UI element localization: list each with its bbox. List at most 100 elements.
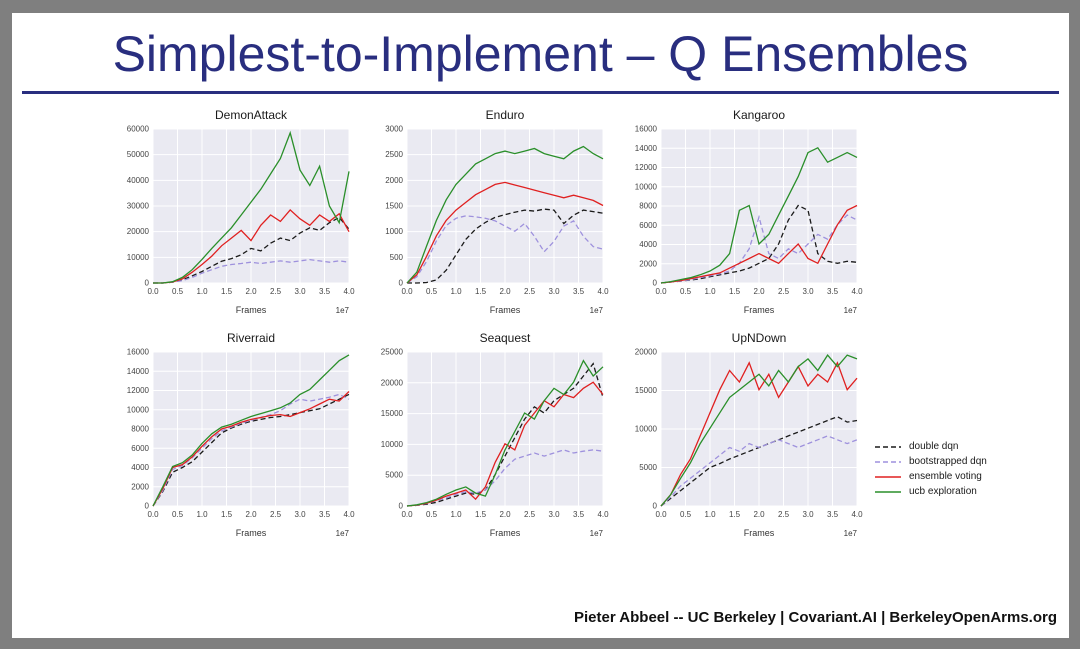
x-axis-unit: 1e7 — [336, 529, 350, 538]
legend-line-bootstrapped-dqn-icon — [875, 461, 901, 463]
svg-text:5000: 5000 — [639, 463, 657, 472]
legend-label: ensemble voting — [909, 471, 982, 482]
series-bootstrapped-dqn — [406, 215, 604, 284]
svg-text:0.5: 0.5 — [426, 510, 438, 519]
svg-text:8000: 8000 — [639, 202, 657, 211]
svg-text:0: 0 — [399, 279, 404, 288]
svg-text:1.5: 1.5 — [221, 287, 233, 296]
chart-canvas-upndown: 0.0 0.5 1.0 1.5 2.0 2.5 3.0 3.5 4.0 0 5000 10000 150… — [615, 346, 865, 546]
svg-text:4.0: 4.0 — [343, 287, 355, 296]
chart-enduro: Enduro 0.0 0.5 1.0 1.5 2.0 2.5 3.0 3.5 4.0 0 500 10… — [361, 108, 611, 323]
svg-text:10000: 10000 — [635, 425, 658, 434]
chart-title-riverraid: Riverraid — [226, 331, 275, 345]
series-ensemble-voting — [660, 361, 858, 507]
svg-text:0.0: 0.0 — [655, 287, 667, 296]
series-ucb-exploration — [406, 359, 604, 507]
svg-text:50000: 50000 — [127, 150, 150, 159]
svg-text:12000: 12000 — [635, 163, 658, 172]
svg-text:2.5: 2.5 — [270, 510, 282, 519]
x-axis-label: Frames — [744, 528, 775, 538]
svg-text:0.0: 0.0 — [401, 287, 413, 296]
plot-kangaroo: 0.0 0.5 1.0 1.5 2.0 2.5 3.0 3.5 4.0 0 2000 4000 6000… — [635, 125, 863, 316]
svg-text:2.5: 2.5 — [778, 510, 790, 519]
svg-text:0: 0 — [653, 279, 658, 288]
svg-text:6000: 6000 — [639, 221, 657, 230]
svg-text:2.5: 2.5 — [524, 510, 536, 519]
svg-text:3.5: 3.5 — [573, 510, 585, 519]
chart-title-upndown: UpNDown — [731, 331, 787, 345]
svg-text:10000: 10000 — [127, 253, 150, 262]
svg-text:1.5: 1.5 — [221, 510, 233, 519]
series-ucb-exploration — [152, 354, 350, 507]
svg-text:1.0: 1.0 — [450, 287, 462, 296]
x-axis-unit: 1e7 — [844, 306, 858, 315]
chart-title-demonattack: DemonAttack — [214, 108, 288, 122]
x-axis-unit: 1e7 — [844, 529, 858, 538]
svg-text:0.5: 0.5 — [172, 287, 184, 296]
svg-text:0.0: 0.0 — [147, 287, 159, 296]
svg-text:15000: 15000 — [635, 386, 658, 395]
legend-item-double-dqn: double dqn — [874, 441, 1044, 453]
svg-text:6000: 6000 — [131, 444, 149, 453]
svg-text:20000: 20000 — [381, 378, 404, 387]
series-ensemble-voting — [152, 391, 350, 507]
svg-text:4000: 4000 — [639, 240, 657, 249]
series-ucb-exploration — [153, 130, 350, 284]
x-axis-label: Frames — [744, 305, 775, 315]
svg-text:14000: 14000 — [127, 367, 150, 376]
svg-text:3.0: 3.0 — [802, 287, 814, 296]
svg-text:2.5: 2.5 — [270, 287, 282, 296]
title-rule — [22, 91, 1059, 94]
series-ucb-exploration — [660, 354, 858, 507]
legend-item-ensemble-voting: ensemble voting — [874, 471, 1044, 483]
chart-demonattack: DemonAttack 0.0 0.5 1.0 1.5 2.0 2.5 3.0 3.5 4.0 0… — [107, 108, 357, 323]
legend-label: ucb exploration — [909, 486, 977, 497]
svg-text:3.5: 3.5 — [573, 287, 585, 296]
svg-text:15000: 15000 — [381, 409, 404, 418]
svg-text:4.0: 4.0 — [851, 510, 863, 519]
plot-demonattack: 0.0 0.5 1.0 1.5 2.0 2.5 3.0 3.5 4.0 0 10000 20000 30… — [127, 125, 355, 316]
svg-text:60000: 60000 — [127, 125, 150, 134]
svg-text:2.0: 2.0 — [245, 287, 257, 296]
svg-text:0: 0 — [653, 502, 658, 511]
svg-text:16000: 16000 — [127, 348, 150, 357]
svg-text:3.5: 3.5 — [827, 510, 839, 519]
plot-enduro: 0.0 0.5 1.0 1.5 2.0 2.5 3.0 3.5 4.0 0 500 1000 1500 2… — [385, 125, 609, 316]
chart-title-enduro: Enduro — [485, 108, 525, 122]
series-bootstrapped-dqn — [660, 435, 858, 507]
svg-text:40000: 40000 — [127, 176, 150, 185]
svg-text:1.5: 1.5 — [475, 510, 487, 519]
series-ucb-exploration — [406, 145, 604, 284]
svg-text:3.0: 3.0 — [294, 510, 306, 519]
chart-canvas-kangaroo: 0.0 0.5 1.0 1.5 2.0 2.5 3.0 3.5 4.0 0 2000 4000 6000… — [615, 123, 865, 323]
svg-text:14000: 14000 — [635, 144, 658, 153]
svg-text:0: 0 — [145, 279, 150, 288]
svg-text:2.5: 2.5 — [778, 287, 790, 296]
svg-text:2.0: 2.0 — [245, 510, 257, 519]
svg-text:0.5: 0.5 — [426, 287, 438, 296]
svg-text:3.0: 3.0 — [802, 510, 814, 519]
svg-text:1.0: 1.0 — [704, 510, 716, 519]
svg-text:3.5: 3.5 — [319, 287, 331, 296]
series-double-dqn — [660, 204, 858, 284]
series-bootstrapped-dqn — [406, 449, 604, 507]
svg-text:10000: 10000 — [381, 440, 404, 449]
svg-text:0.0: 0.0 — [655, 510, 667, 519]
chart-title-seaquest: Seaquest — [479, 331, 531, 345]
series-ucb-exploration — [660, 146, 858, 284]
legend-line-double-dqn-icon — [875, 446, 901, 448]
svg-text:2.5: 2.5 — [524, 287, 536, 296]
svg-text:1.0: 1.0 — [196, 510, 208, 519]
chart-canvas-enduro: 0.0 0.5 1.0 1.5 2.0 2.5 3.0 3.5 4.0 0 500 1000 1500 2… — [361, 123, 611, 323]
svg-text:30000: 30000 — [127, 202, 150, 211]
svg-text:8000: 8000 — [131, 425, 149, 434]
legend-item-ucb-exploration: ucb exploration — [874, 486, 1044, 498]
charts-grid: DemonAttack 0.0 0.5 1.0 1.5 2.0 2.5 3.0 3.5 4.0 0… — [107, 108, 877, 546]
series-ensemble-voting — [660, 204, 858, 284]
chart-canvas-riverraid: 0.0 0.5 1.0 1.5 2.0 2.5 3.0 3.5 4.0 0 2000 4000 6000… — [107, 346, 357, 546]
svg-text:4.0: 4.0 — [597, 510, 609, 519]
legend-line-ucb-exploration-icon — [875, 491, 901, 493]
x-axis-unit: 1e7 — [590, 529, 604, 538]
legend-item-bootstrapped-dqn: bootstrapped dqn — [874, 456, 1044, 468]
svg-text:10000: 10000 — [635, 182, 658, 191]
